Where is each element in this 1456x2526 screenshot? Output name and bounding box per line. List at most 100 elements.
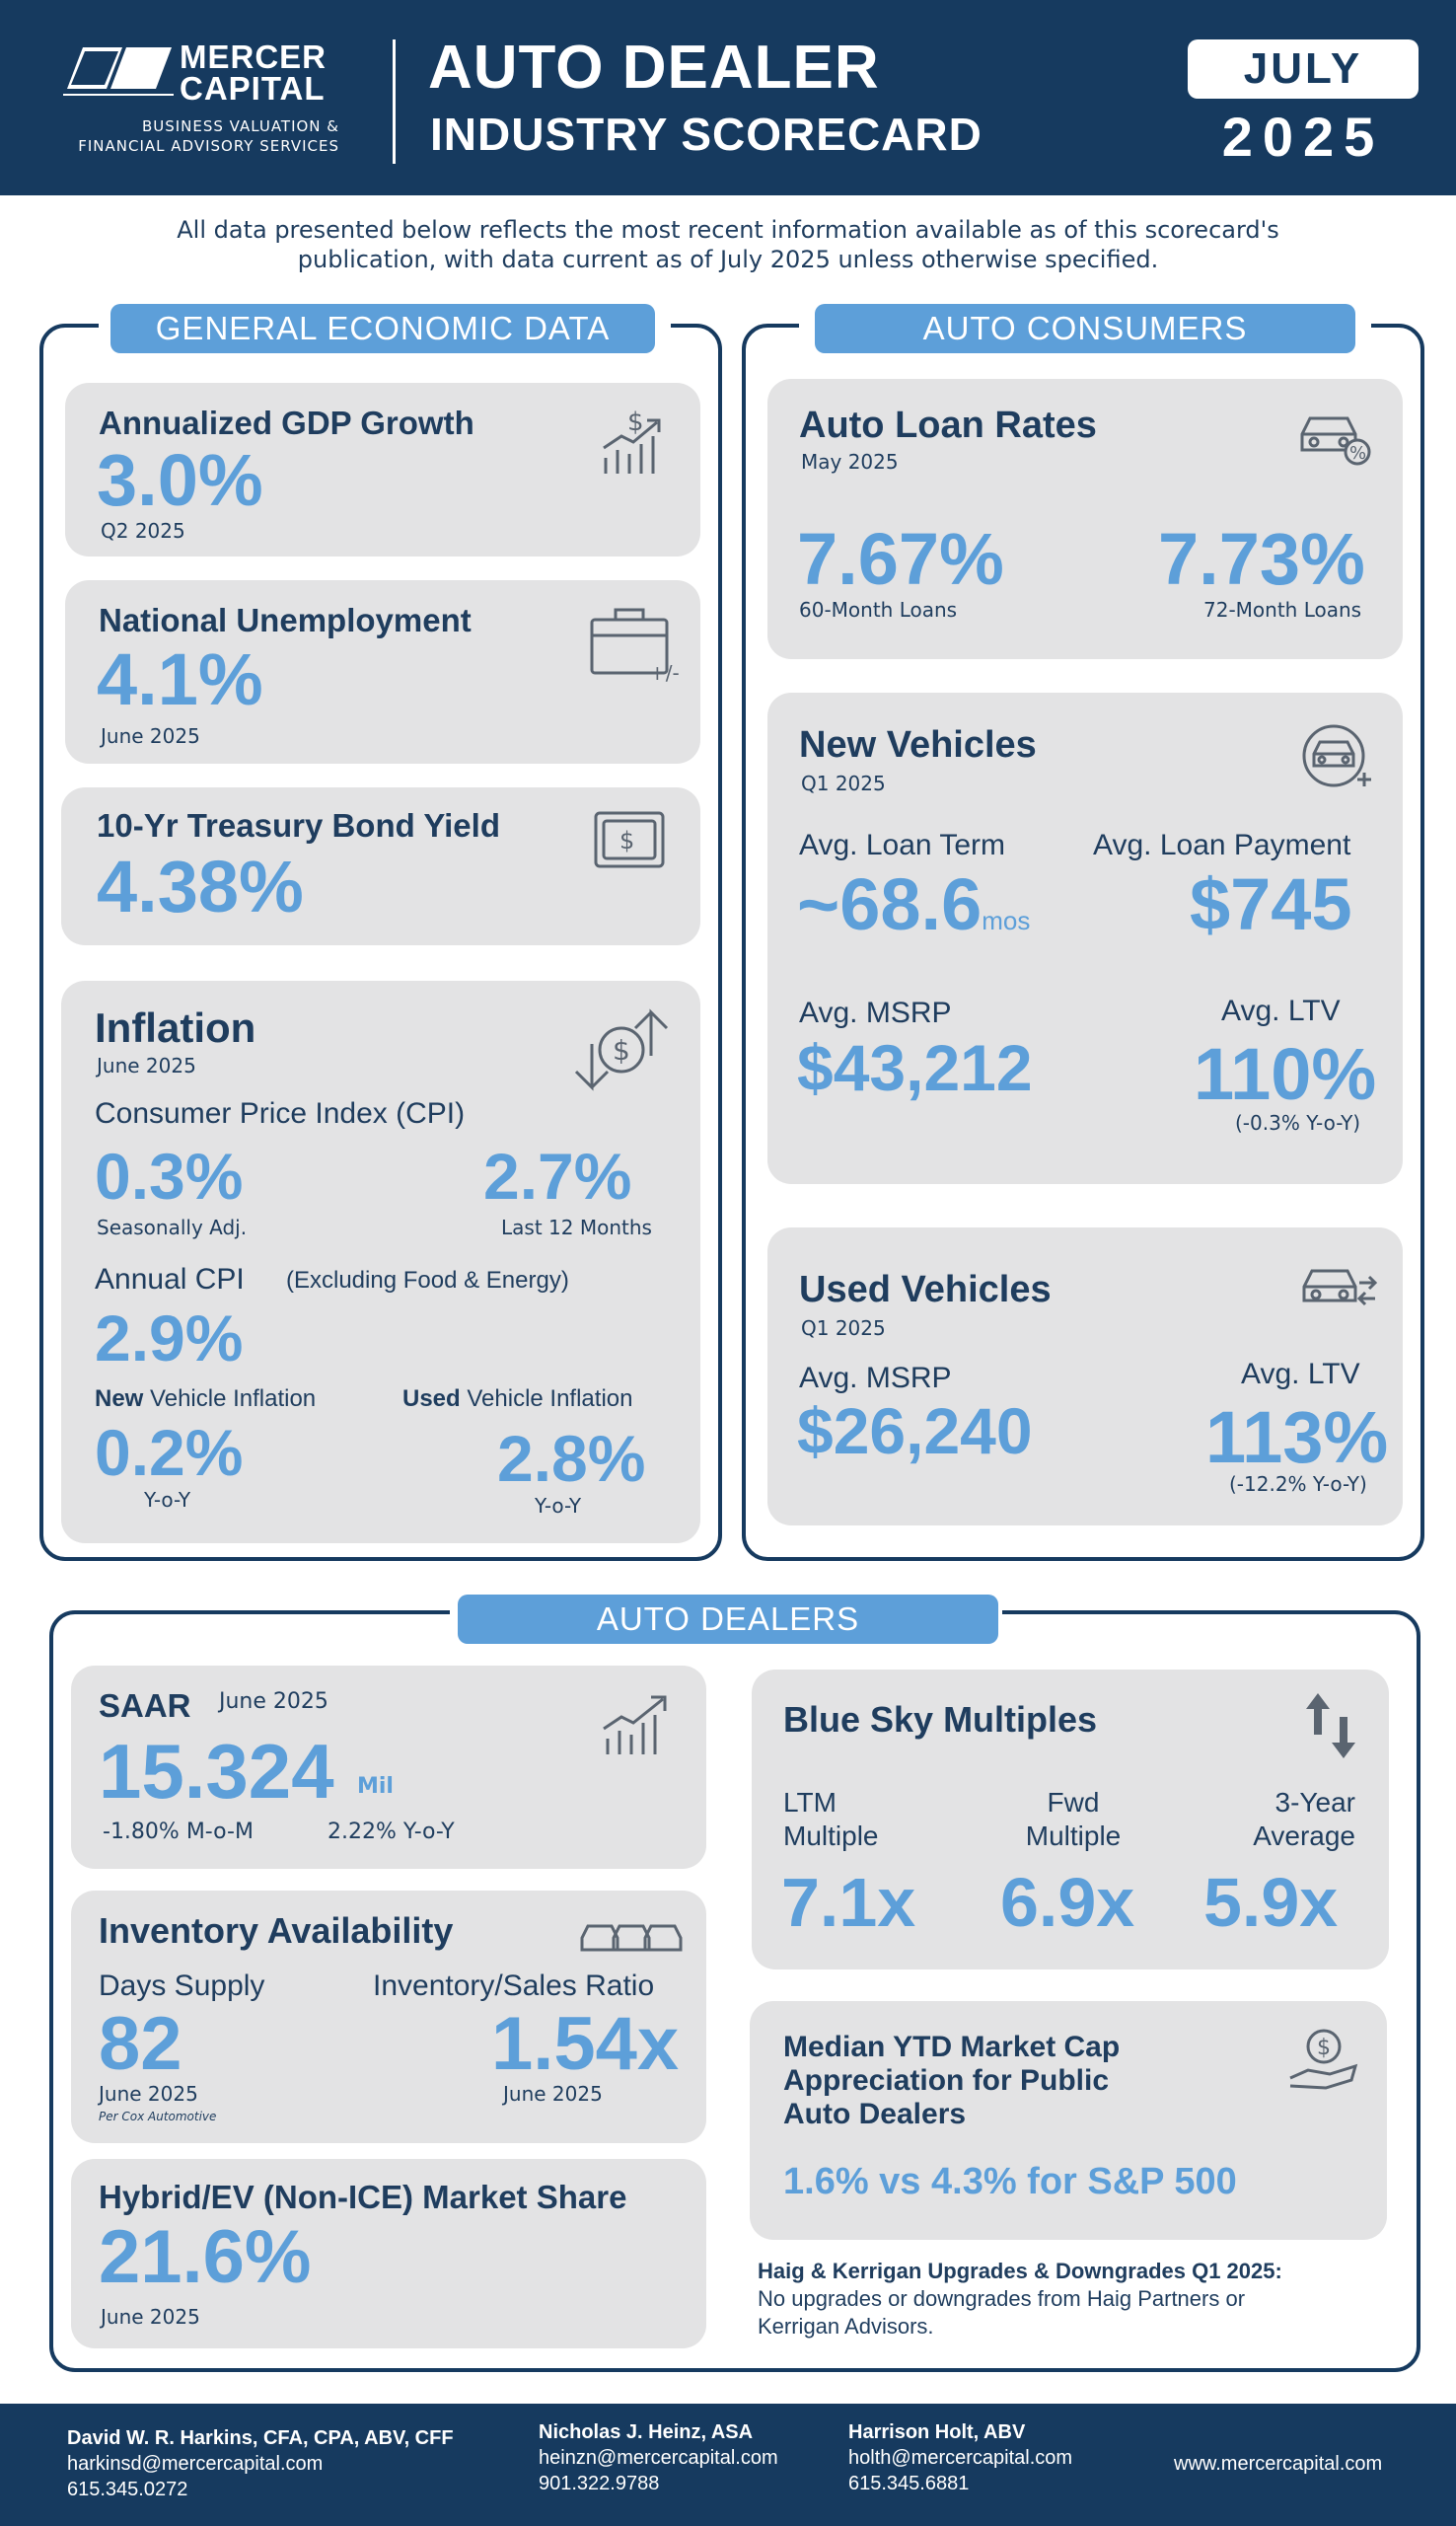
saar-yoy: 2.22% Y-o-Y xyxy=(328,1820,455,1844)
plus-minus-icon-label: +/- xyxy=(649,661,680,685)
saar-value: 15.324 xyxy=(99,1728,334,1815)
contact-1-email[interactable]: harkinsd@mercercapital.com xyxy=(67,2453,324,2475)
hybrid-ev-value: 21.6% xyxy=(99,2215,312,2299)
market-cap-card: Median YTD Market Cap Appreciation for P… xyxy=(750,2001,1387,2240)
car-plus-icon xyxy=(1300,722,1373,795)
inflation-card: Inflation June 2025 $ Consumer Price Ind… xyxy=(61,981,700,1543)
saar-mom: -1.80% M-o-M xyxy=(103,1820,254,1844)
inflation-arrows-icon: $ xyxy=(572,1001,671,1099)
contact-2-phone: 901.322.9788 xyxy=(539,2473,660,2494)
gdp-period: Q2 2025 xyxy=(101,519,185,543)
treasury-value: 4.38% xyxy=(97,846,304,928)
rate-60-label: 60-Month Loans xyxy=(799,598,958,622)
saar-title: SAAR xyxy=(99,1687,191,1724)
days-supply-value: 82 xyxy=(99,2002,182,2086)
unemployment-card: National Unemployment 4.1% June 2025 +/- xyxy=(65,580,700,764)
page-subtitle: INDUSTRY SCORECARD xyxy=(430,109,983,160)
new-ltv-label: Avg. LTV xyxy=(1221,995,1341,1027)
footer: David W. R. Harkins, CFA, CPA, ABV, CFF … xyxy=(0,2404,1456,2526)
rate-72-value: 7.73% xyxy=(1158,518,1365,600)
unemployment-period: June 2025 xyxy=(101,724,200,748)
svg-text:$: $ xyxy=(1317,2036,1331,2060)
used-ltv-label: Avg. LTV xyxy=(1241,1358,1360,1390)
inventory-ratio-value: 1.54x xyxy=(491,2002,680,2086)
car-swap-icon xyxy=(1300,1259,1379,1318)
used-msrp-label: Avg. MSRP xyxy=(799,1362,952,1394)
blue-sky-title: Blue Sky Multiples xyxy=(783,1699,1098,1740)
auto-dealers-label: AUTO DEALERS xyxy=(458,1595,998,1644)
new-msrp-value: $43,212 xyxy=(797,1031,1033,1104)
header-banner: MERCER CAPITAL BUSINESS VALUATION & FINA… xyxy=(0,0,1456,195)
used-vehicle-inflation-value: 2.8% xyxy=(497,1422,646,1495)
growth-chart-dollar-icon: $ xyxy=(596,407,675,478)
hybrid-ev-title: Hybrid/EV (Non-ICE) Market Share xyxy=(99,2179,627,2215)
market-cap-value: 1.6% vs 4.3% for S&P 500 xyxy=(783,2161,1237,2202)
svg-text:$: $ xyxy=(613,1034,630,1067)
logo-tagline: BUSINESS VALUATION & FINANCIAL ADVISORY … xyxy=(78,117,339,155)
cpi-sa-value: 0.3% xyxy=(95,1140,244,1213)
loan-payment-value: $745 xyxy=(1190,863,1352,945)
three-year-average-value: 5.9x xyxy=(1203,1864,1339,1941)
inflation-period: June 2025 xyxy=(97,1054,196,1077)
contact-3-name: Harrison Holt, ABV xyxy=(848,2421,1026,2443)
rate-72-label: 72-Month Loans xyxy=(1203,598,1362,622)
haig-kerrigan-title: Haig & Kerrigan Upgrades & Downgrades Q1… xyxy=(758,2259,1282,2283)
mercer-logo-icon xyxy=(63,43,174,99)
used-ltv-change: (-12.2% Y-o-Y) xyxy=(1229,1472,1367,1496)
cpi-sa-label: Seasonally Adj. xyxy=(97,1216,248,1239)
loan-term-label: Avg. Loan Term xyxy=(799,829,1006,861)
inflation-title: Inflation xyxy=(95,1004,256,1051)
contact-3-email[interactable]: holth@mercercapital.com xyxy=(848,2447,1073,2469)
general-economic-label: GENERAL ECONOMIC DATA xyxy=(110,304,655,353)
saar-unit: Mil xyxy=(357,1774,394,1799)
bar-chart-up-icon xyxy=(598,1689,677,1758)
gdp-title: Annualized GDP Growth xyxy=(99,405,474,441)
cars-row-icon xyxy=(578,1916,687,1956)
saar-period: June 2025 xyxy=(219,1689,328,1714)
logo-wordmark: MERCER CAPITAL xyxy=(180,38,328,107)
new-ltv-change: (-0.3% Y-o-Y) xyxy=(1235,1111,1361,1135)
haig-kerrigan-note: Haig & Kerrigan Upgrades & Downgrades Q1… xyxy=(758,2258,1389,2340)
car-percent-icon: % xyxy=(1296,407,1375,470)
website-link[interactable]: www.mercercapital.com xyxy=(1174,2453,1383,2475)
page-title: AUTO DEALER xyxy=(428,34,880,102)
year-label: 2025 xyxy=(1221,106,1385,168)
used-ltv-value: 113% xyxy=(1205,1396,1389,1478)
used-vehicles-period: Q1 2025 xyxy=(801,1316,886,1340)
inventory-ratio-label: Inventory/Sales Ratio xyxy=(373,1969,655,2002)
hybrid-ev-period: June 2025 xyxy=(101,2305,200,2329)
contact-2-email[interactable]: heinzn@mercercapital.com xyxy=(539,2447,778,2469)
new-vehicle-yoy: Y-o-Y xyxy=(144,1488,191,1512)
treasury-title: 10-Yr Treasury Bond Yield xyxy=(97,807,500,844)
briefcase-icon xyxy=(588,604,696,683)
new-vehicle-inflation-label: New Vehicle Inflation xyxy=(95,1385,317,1412)
used-vehicles-card: Used Vehicles Q1 2025 Avg. MSRP $26,240 … xyxy=(767,1227,1403,1525)
auto-consumers-label: AUTO CONSUMERS xyxy=(815,304,1355,353)
svg-text:$: $ xyxy=(627,408,644,437)
used-vehicle-yoy: Y-o-Y xyxy=(535,1494,582,1518)
new-vehicles-title: New Vehicles xyxy=(799,724,1037,766)
used-vehicle-inflation-label: Used Vehicle Inflation xyxy=(402,1385,633,1412)
header-divider xyxy=(393,39,396,164)
month-badge: JULY xyxy=(1188,39,1419,99)
bond-dollar-icon: $ xyxy=(592,809,667,870)
contact-3-phone: 615.345.6881 xyxy=(848,2473,970,2494)
haig-kerrigan-line1: No upgrades or downgrades from Haig Part… xyxy=(758,2286,1246,2311)
annual-cpi-label: Annual CPI xyxy=(95,1263,245,1296)
new-vehicles-card: New Vehicles Q1 2025 Avg. Loan Term ~68.… xyxy=(767,693,1403,1184)
unemployment-value: 4.1% xyxy=(97,638,263,720)
contact-1-name: David W. R. Harkins, CFA, CPA, ABV, CFF xyxy=(67,2427,454,2449)
annual-cpi-value: 2.9% xyxy=(95,1301,244,1374)
inventory-card: Inventory Availability Days Supply 82 Ju… xyxy=(71,1891,706,2143)
three-year-average-label: 3-Year Average xyxy=(1253,1787,1355,1851)
loan-term-value: ~68.6mos xyxy=(797,863,1031,945)
saar-card: SAAR June 2025 15.324 Mil -1.80% M-o-M 2… xyxy=(71,1666,706,1869)
loan-rates-card: Auto Loan Rates May 2025 % 7.67% 60-Mont… xyxy=(767,379,1403,659)
fwd-multiple-value: 6.9x xyxy=(1000,1864,1135,1941)
blue-sky-card: Blue Sky Multiples LTM Multiple 7.1x Fwd M… xyxy=(752,1670,1389,1969)
ltm-multiple-value: 7.1x xyxy=(781,1864,916,1941)
svg-text:%: % xyxy=(1349,443,1366,464)
annual-cpi-note: (Excluding Food & Energy) xyxy=(286,1267,569,1294)
cpi-12m-label: Last 12 Months xyxy=(501,1216,652,1239)
loan-rates-period: May 2025 xyxy=(801,450,899,474)
